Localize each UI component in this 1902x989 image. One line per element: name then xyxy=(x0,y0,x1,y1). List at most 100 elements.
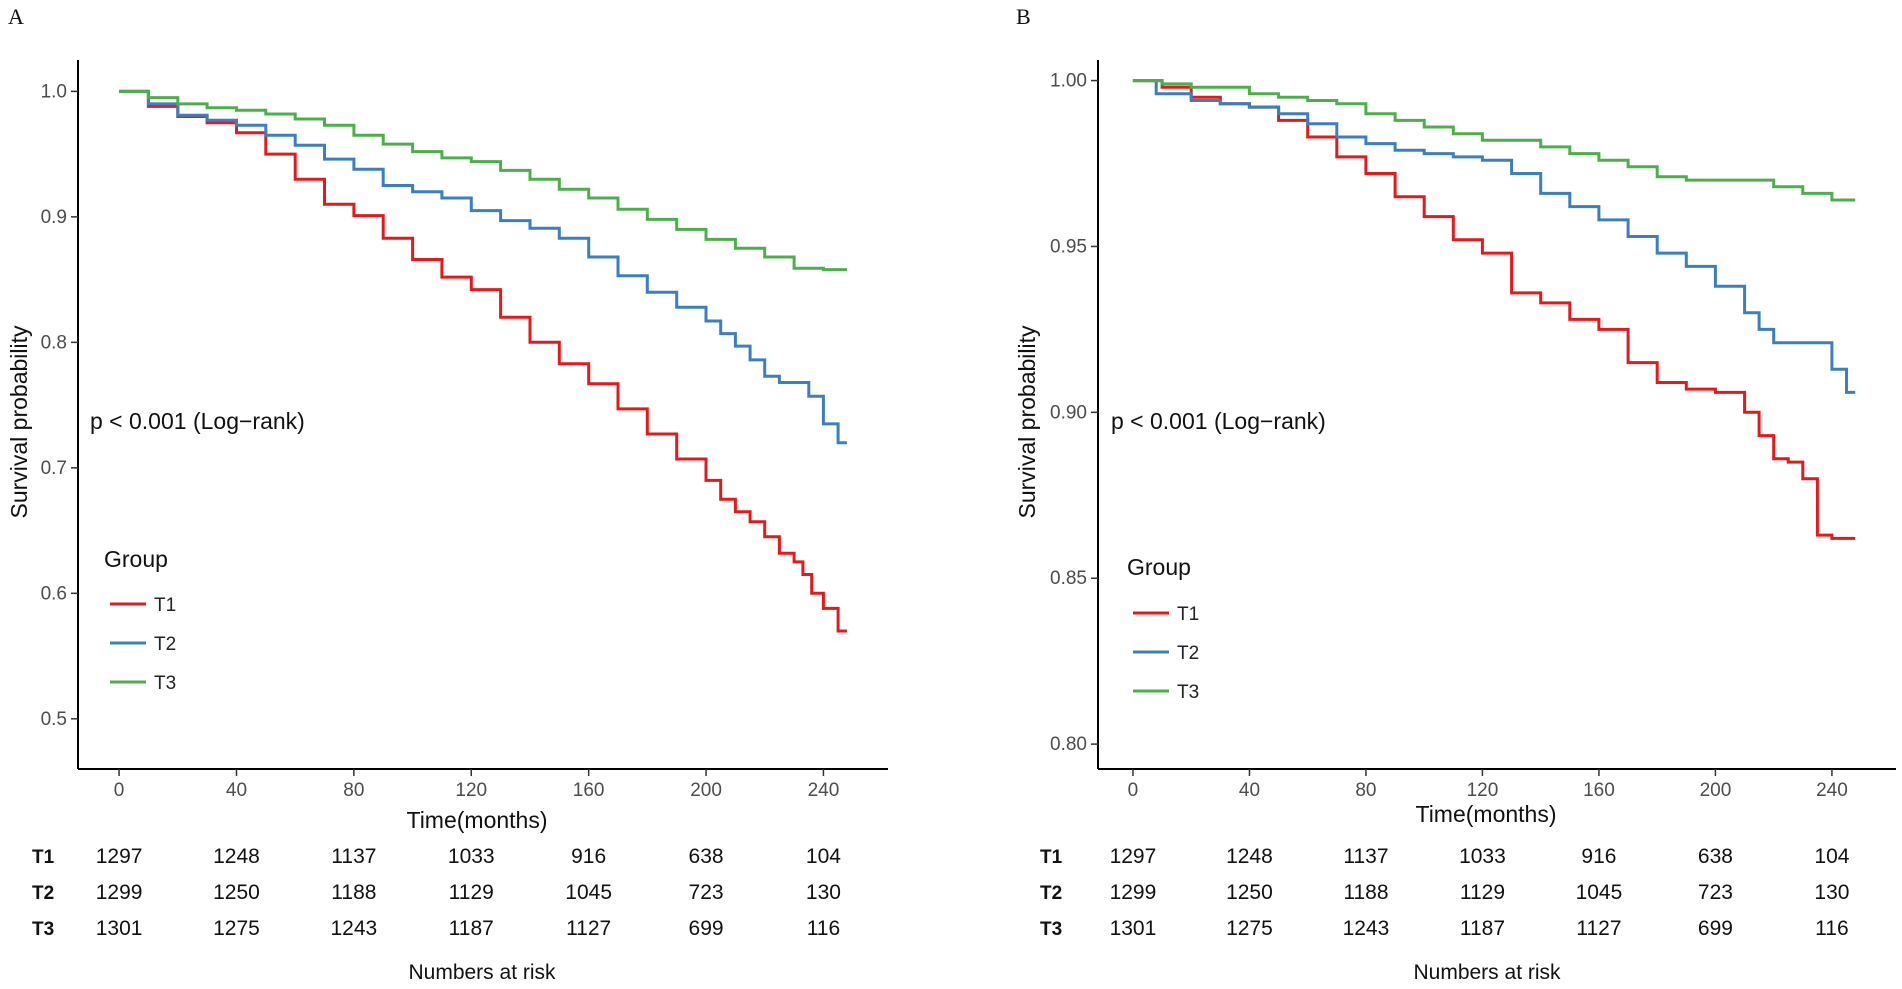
panel-a-risk-value: 916 xyxy=(571,845,606,868)
panel-b-risk-value: 1243 xyxy=(1343,917,1390,940)
panel-a-risk-value: 1045 xyxy=(565,881,612,904)
panel-a-risk-value: 116 xyxy=(807,917,840,940)
panel-b-legend-title: Group xyxy=(1127,554,1191,580)
panel-b-risk-title: Numbers at risk xyxy=(1413,961,1561,984)
panel-a-x-tick-label: 160 xyxy=(573,780,605,801)
panel-a-y-tick-label: 1.0 xyxy=(41,81,67,102)
panel-a-risk-row-label: T1 xyxy=(32,847,55,868)
panel-b-x-tick-label: 160 xyxy=(1583,780,1615,801)
panel-a-x-axis-title: Time(months) xyxy=(407,807,548,833)
panel-b-risk-value: 638 xyxy=(1698,845,1733,868)
panel-a-series-t3-line xyxy=(119,89,847,272)
panel-a-risk-value: 1137 xyxy=(331,845,376,868)
panel-a-risk-title: Numbers at risk xyxy=(408,961,556,984)
panel-b-legend-label-t1: T1 xyxy=(1177,604,1199,625)
panel-a-risk-value: 1127 xyxy=(566,917,611,940)
panel-a-risk-value: 1033 xyxy=(448,845,495,868)
panel-a-pvalue: p < 0.001 (Log−rank) xyxy=(90,408,305,434)
panel-a-legend-title: Group xyxy=(104,546,168,572)
panel-a-series-t2-line xyxy=(119,89,847,445)
panel-b: B Time(months) Survival probability p < … xyxy=(1014,4,1896,984)
panel-b-legend-label-t3: T3 xyxy=(1177,682,1199,703)
panel-a-x-tick-label: 80 xyxy=(343,780,364,801)
panel-a-risk-value: 130 xyxy=(806,881,841,904)
panel-b-y-tick-label: 1.00 xyxy=(1050,71,1087,92)
panel-a-risk-value: 1187 xyxy=(449,917,494,940)
panel-a-y-tick-label: 0.5 xyxy=(41,709,67,730)
panel-a-risk-value: 1129 xyxy=(449,881,494,904)
panel-b-risk-value: 1187 xyxy=(1460,917,1505,940)
panel-b-x-tick-label: 240 xyxy=(1816,780,1848,801)
panel-b-x-tick-label: 120 xyxy=(1467,780,1499,801)
panel-a-x-tick-label: 120 xyxy=(455,780,487,801)
panel-b-x-tick-label: 80 xyxy=(1355,780,1376,801)
panel-b-series-t2-line xyxy=(1132,79,1856,394)
panel-b-risk-value: 723 xyxy=(1698,881,1733,904)
panel-b-x-axis-title: Time(months) xyxy=(1416,801,1557,827)
panel-b-x-tick-label: 0 xyxy=(1128,780,1139,801)
panel-b-risk-value: 1137 xyxy=(1343,845,1388,868)
panel-a-risk-value: 1188 xyxy=(331,881,376,904)
panel-b-label: B xyxy=(1016,4,1031,29)
panel-b-pvalue: p < 0.001 (Log−rank) xyxy=(1111,408,1326,434)
panel-a-risk-value: 699 xyxy=(689,917,724,940)
panel-b-series-t3-line xyxy=(1132,79,1856,202)
panel-a-y-axis-title: Survival probability xyxy=(6,325,32,519)
panel-b-legend-label-t2: T2 xyxy=(1177,643,1199,664)
panel-a-y-tick-label: 0.6 xyxy=(41,583,67,604)
panel-a-risk-value: 1297 xyxy=(96,845,143,868)
panel-b-y-axis-title: Survival probability xyxy=(1014,325,1040,519)
panel-b-risk-value: 116 xyxy=(1815,917,1848,940)
panel-b-risk-value: 1250 xyxy=(1226,881,1273,904)
panel-a-risk-value: 1248 xyxy=(213,845,260,868)
panel-b-risk-value: 916 xyxy=(1581,845,1616,868)
panel-b-y-tick-label: 0.90 xyxy=(1050,402,1087,423)
panel-b-risk-value: 130 xyxy=(1814,881,1849,904)
panel-b-risk-row-label: T1 xyxy=(1040,847,1063,868)
panel-b-risk-value: 1297 xyxy=(1110,845,1157,868)
panel-b-risk-value: 1299 xyxy=(1110,881,1157,904)
panel-b-series-t1-line xyxy=(1132,79,1856,540)
panel-a-risk-value: 1301 xyxy=(96,917,143,940)
panel-a-series-t1-line xyxy=(119,89,847,633)
panel-a-risk-value: 1243 xyxy=(331,917,378,940)
panel-a-legend-label-t1: T1 xyxy=(154,595,176,616)
panel-a-risk-row-label: T2 xyxy=(32,883,54,904)
panel-a-risk-value: 1275 xyxy=(213,917,260,940)
panel-a-x-tick-label: 240 xyxy=(808,780,840,801)
panel-b-risk-value: 1188 xyxy=(1343,881,1388,904)
panel-a-legend-label-t3: T3 xyxy=(154,673,176,694)
panel-b-risk-value: 1275 xyxy=(1226,917,1273,940)
panel-b-x-tick-label: 40 xyxy=(1239,780,1260,801)
panel-a-risk-value: 723 xyxy=(689,881,724,904)
panel-a-risk-row-label: T3 xyxy=(32,919,54,940)
panel-b-y-tick-label: 0.85 xyxy=(1050,568,1087,589)
panel-b-risk-value: 104 xyxy=(1814,845,1849,868)
panel-a-x-tick-label: 0 xyxy=(114,780,125,801)
panel-a-y-tick-label: 0.8 xyxy=(41,332,67,353)
panel-a: A Time(months) Survival probability p < … xyxy=(6,4,888,984)
panel-b-risk-value: 1248 xyxy=(1226,845,1273,868)
panel-b-risk-value: 699 xyxy=(1698,917,1733,940)
panel-b-risk-value: 1033 xyxy=(1459,845,1506,868)
panel-a-x-tick-label: 200 xyxy=(690,780,722,801)
panel-b-risk-value: 1127 xyxy=(1576,917,1621,940)
panel-b-risk-value: 1129 xyxy=(1460,881,1505,904)
panel-a-label: A xyxy=(8,4,24,29)
panel-a-risk-value: 1299 xyxy=(96,881,143,904)
panel-a-risk-value: 638 xyxy=(689,845,724,868)
panel-b-risk-value: 1301 xyxy=(1110,917,1157,940)
panel-a-legend-label-t2: T2 xyxy=(154,634,176,655)
panel-a-risk-value: 1250 xyxy=(213,881,260,904)
panel-a-risk-value: 104 xyxy=(806,845,841,868)
panel-a-y-tick-label: 0.9 xyxy=(41,207,67,228)
panel-b-risk-value: 1045 xyxy=(1576,881,1623,904)
panel-b-x-tick-label: 200 xyxy=(1700,780,1732,801)
panel-b-y-tick-label: 0.95 xyxy=(1050,236,1087,257)
panel-a-y-tick-label: 0.7 xyxy=(41,458,67,479)
panel-b-risk-row-label: T2 xyxy=(1040,883,1062,904)
panel-a-x-tick-label: 40 xyxy=(226,780,247,801)
panel-b-y-tick-label: 0.80 xyxy=(1050,734,1087,755)
panel-b-risk-row-label: T3 xyxy=(1040,919,1062,940)
